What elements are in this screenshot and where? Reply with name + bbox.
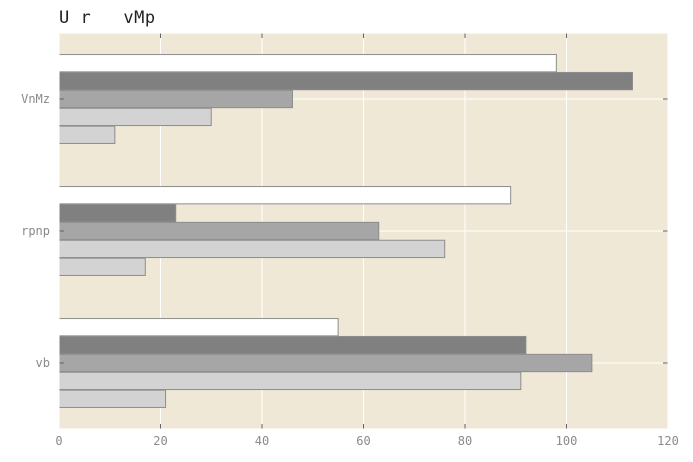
bar [58, 54, 557, 73]
bar [58, 257, 146, 276]
bar [58, 186, 512, 205]
y-tick-label: rpnp [21, 224, 50, 238]
x-tick-labels: 0 20 40 60 80 100 120 [55, 434, 678, 448]
y-tick-labels: vb rpnp VnMz [21, 92, 50, 370]
bar [58, 335, 527, 355]
bar [58, 353, 593, 373]
bar [58, 89, 293, 109]
chart-title: U r vMp [59, 8, 156, 28]
bar [58, 239, 446, 259]
bar [58, 371, 522, 391]
bars-group [58, 54, 633, 408]
bar [58, 107, 212, 127]
bar [58, 389, 167, 408]
x-tick-label: 80 [458, 434, 472, 448]
bar [58, 318, 339, 337]
y-tick-label: vb [36, 356, 50, 370]
bar [58, 221, 380, 241]
x-tick-label: 100 [556, 434, 578, 448]
y-tick-label: VnMz [21, 92, 50, 106]
x-tick-label: 20 [153, 434, 167, 448]
x-tick-label: 0 [55, 434, 62, 448]
x-tick-label: 60 [356, 434, 370, 448]
bar [58, 71, 633, 91]
bar [58, 203, 177, 223]
x-tick-label: 40 [255, 434, 269, 448]
x-tick-label: 120 [657, 434, 679, 448]
bar [58, 125, 116, 144]
plot-frame [58, 32, 669, 430]
